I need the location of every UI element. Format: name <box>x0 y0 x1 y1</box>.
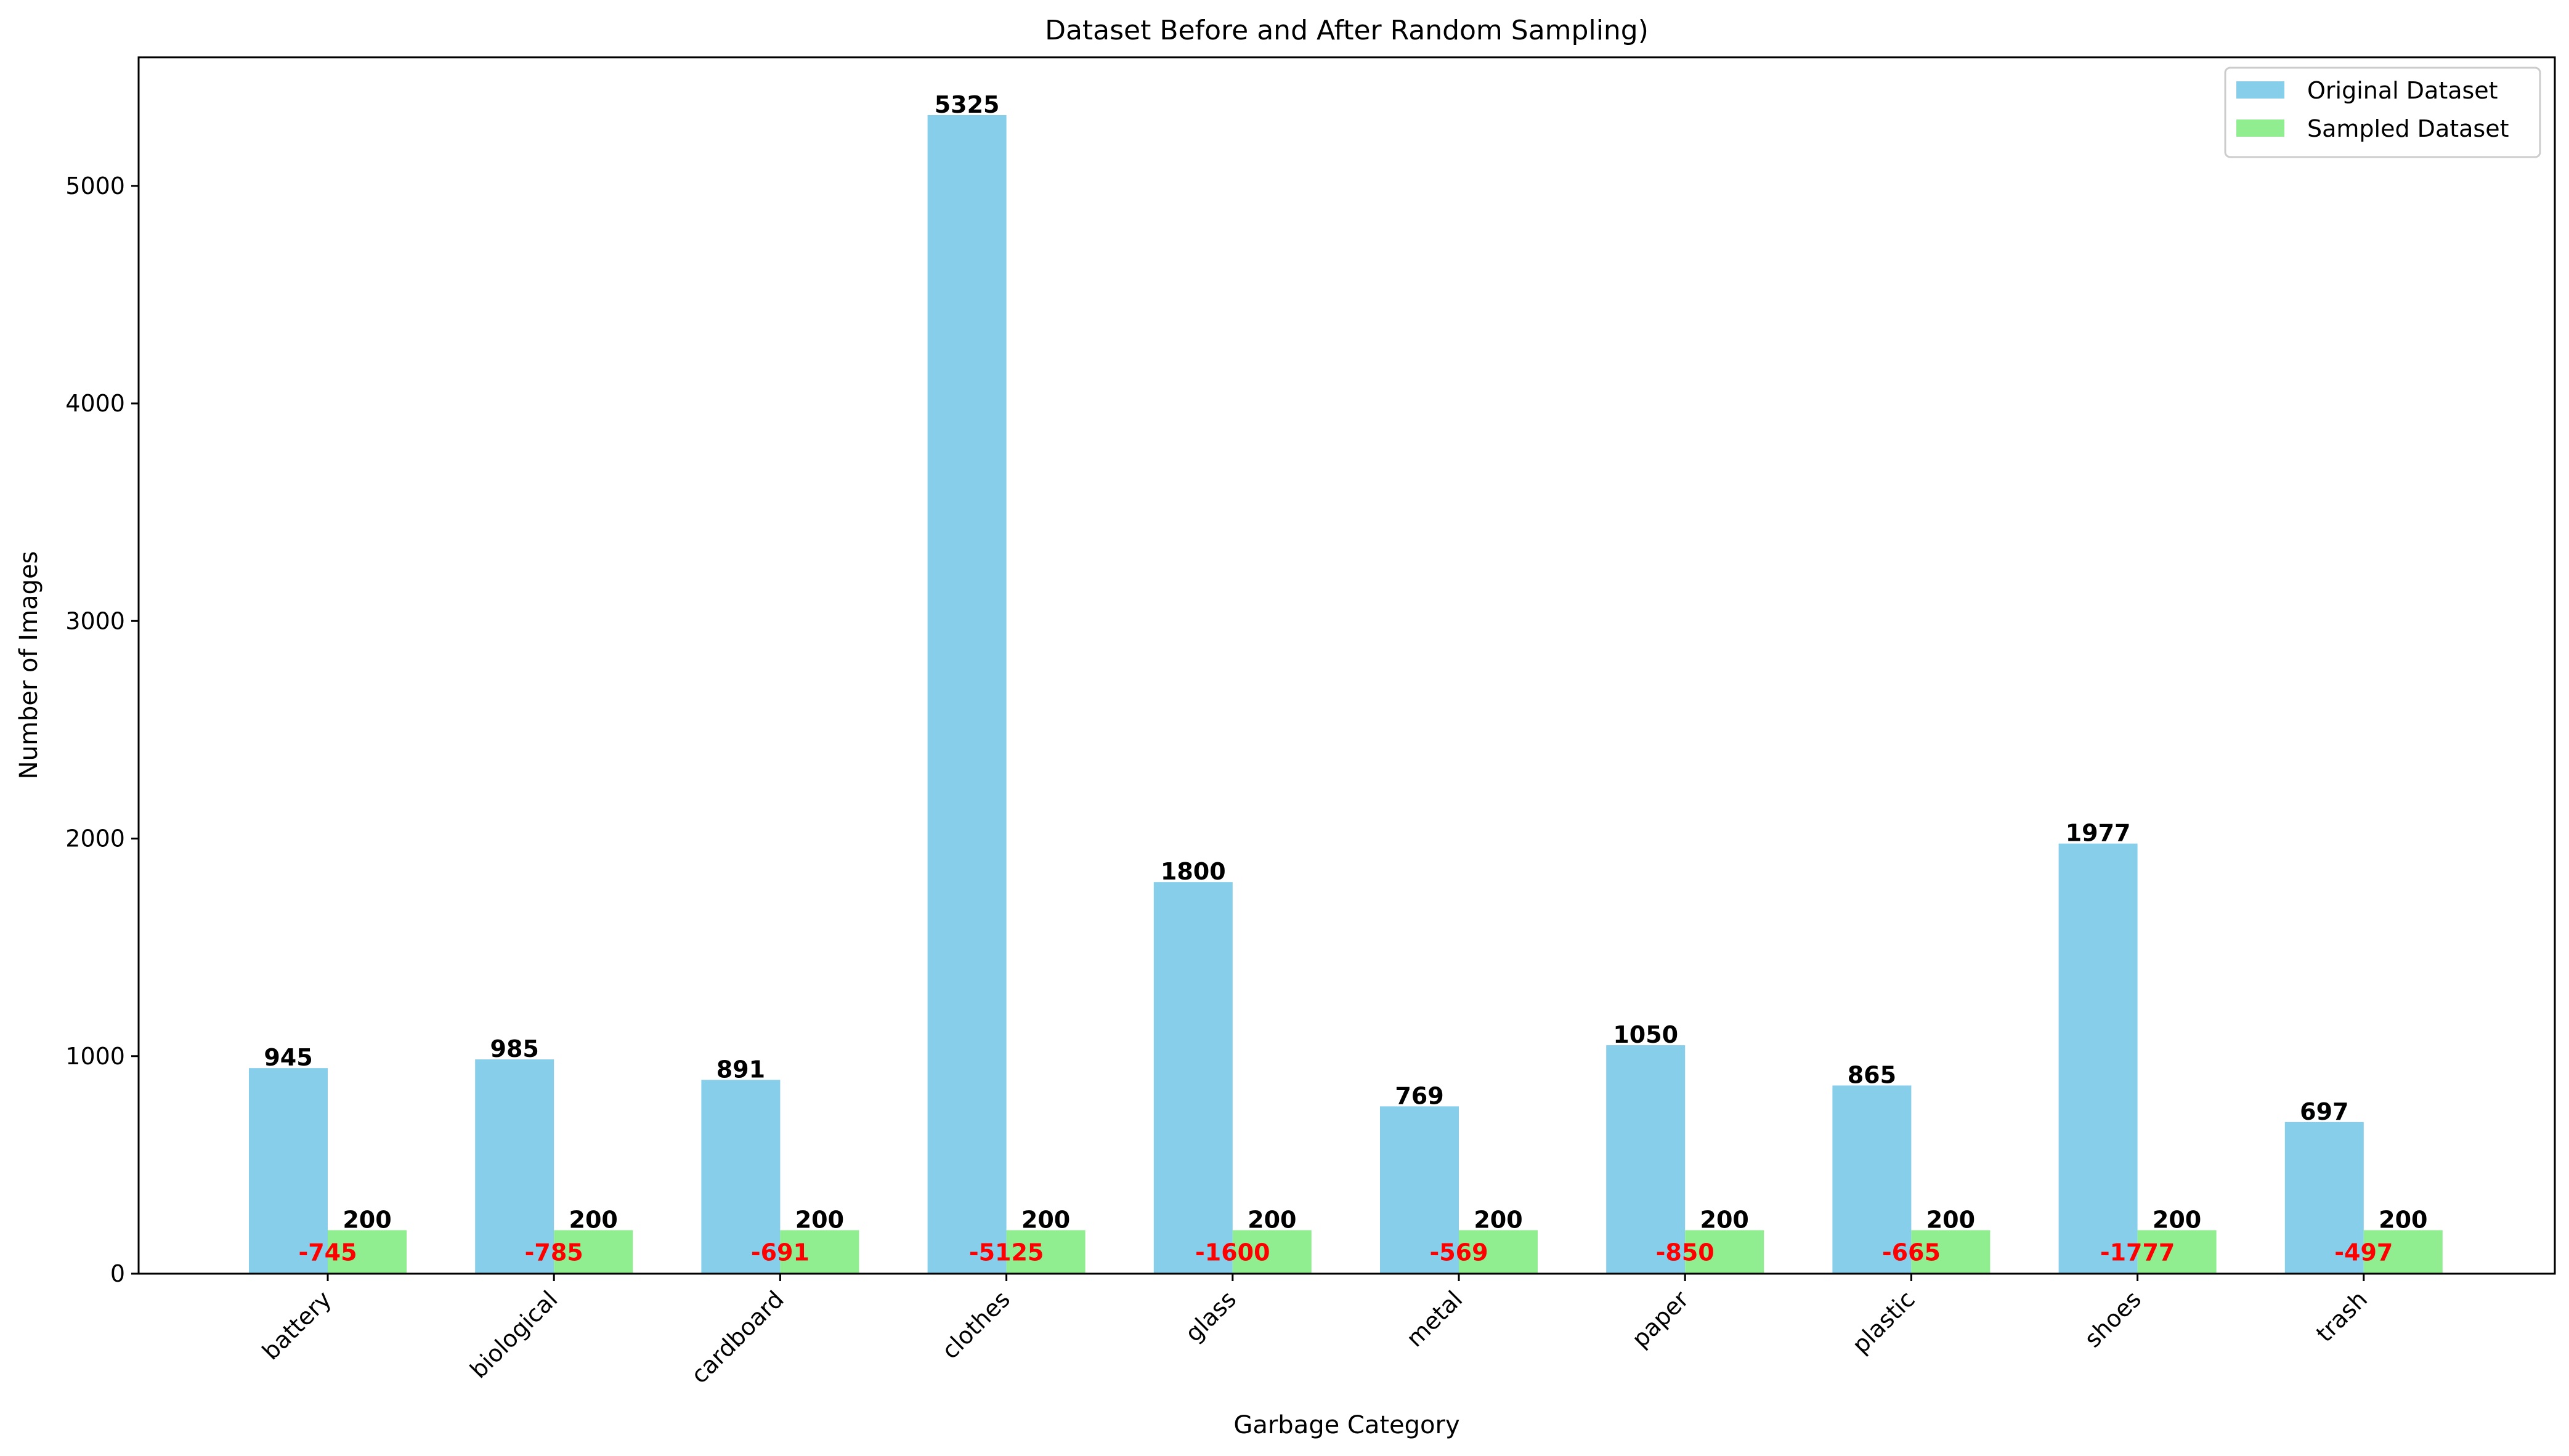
data-label-sampled-trash: 200 <box>2379 1206 2427 1233</box>
bar-sampled-paper <box>1685 1230 1764 1274</box>
data-label-original-cardboard: 891 <box>716 1056 765 1083</box>
legend-label-sampled: Sampled Dataset <box>2307 115 2509 142</box>
bar-original-paper <box>1606 1045 1686 1274</box>
bar-original-shoes <box>2058 843 2138 1274</box>
y-tick-label-0: 0 <box>110 1260 125 1287</box>
data-label-original-shoes: 1977 <box>2066 820 2131 847</box>
chart-title: Dataset Before and After Random Sampling… <box>1045 15 1649 46</box>
data-label-sampled-biological: 200 <box>569 1206 618 1233</box>
data-label-original-paper: 1050 <box>1613 1021 1678 1048</box>
bar-sampled-trash <box>2363 1230 2443 1274</box>
data-label-sampled-shoes: 200 <box>2153 1206 2201 1233</box>
data-label-sampled-metal: 200 <box>1474 1206 1522 1233</box>
data-label-original-plastic: 865 <box>1848 1061 1896 1088</box>
y-tick-label-1000: 1000 <box>65 1043 125 1070</box>
data-label-original-clothes: 5325 <box>935 91 1000 118</box>
y-axis-label: Number of Images <box>15 551 43 780</box>
difference-label-metal: -569 <box>1429 1239 1488 1266</box>
legend-label-original: Original Dataset <box>2307 77 2498 104</box>
difference-label-trash: -497 <box>2334 1239 2393 1266</box>
data-label-original-trash: 697 <box>2300 1098 2348 1125</box>
bar-original-plastic <box>1832 1085 1912 1274</box>
legend-swatch-original <box>2236 81 2284 99</box>
data-label-original-metal: 769 <box>1395 1082 1443 1109</box>
bar-sampled-biological <box>554 1230 633 1274</box>
legend-swatch-sampled <box>2236 119 2284 137</box>
x-axis-label: Garbage Category <box>1233 1411 1459 1439</box>
bar-sampled-battery <box>328 1230 407 1274</box>
data-label-original-biological: 985 <box>490 1035 539 1062</box>
y-tick-label-3000: 3000 <box>65 607 125 634</box>
difference-label-shoes: -1777 <box>2100 1239 2175 1266</box>
bar-original-biological <box>475 1059 554 1274</box>
bar-sampled-plastic <box>1911 1230 1991 1274</box>
y-tick-label-4000: 4000 <box>65 390 125 417</box>
difference-label-battery: -745 <box>298 1239 357 1266</box>
difference-label-plastic: -665 <box>1882 1239 1941 1266</box>
difference-label-clothes: -5125 <box>969 1239 1044 1266</box>
bar-sampled-shoes <box>2137 1230 2217 1274</box>
data-label-sampled-glass: 200 <box>1248 1206 1296 1233</box>
y-tick-label-5000: 5000 <box>65 172 125 200</box>
bar-sampled-clothes <box>1006 1230 1086 1274</box>
difference-label-glass: -1600 <box>1195 1239 1270 1266</box>
data-label-sampled-plastic: 200 <box>1926 1206 1975 1233</box>
data-label-sampled-paper: 200 <box>1700 1206 1749 1233</box>
bar-original-battery <box>249 1068 328 1274</box>
bar-sampled-metal <box>1459 1230 1538 1274</box>
data-label-original-glass: 1800 <box>1161 858 1226 885</box>
bar-original-trash <box>2284 1122 2364 1274</box>
bar-original-cardboard <box>701 1080 781 1274</box>
plot-frame <box>137 56 2556 1275</box>
bar-original-glass <box>1153 882 1233 1274</box>
data-label-original-battery: 945 <box>264 1044 312 1071</box>
difference-label-biological: -785 <box>525 1239 583 1266</box>
legend-frame <box>2224 67 2541 158</box>
bar-original-metal <box>1380 1106 1459 1274</box>
difference-label-paper: -850 <box>1656 1239 1715 1266</box>
bar-sampled-glass <box>1232 1230 1312 1274</box>
legend: Original Dataset Sampled Dataset <box>2224 67 2541 158</box>
data-label-sampled-battery: 200 <box>343 1206 391 1233</box>
data-label-sampled-cardboard: 200 <box>795 1206 844 1233</box>
bar-original-clothes <box>927 115 1007 1274</box>
data-label-sampled-clothes: 200 <box>1021 1206 1070 1233</box>
bar-sampled-cardboard <box>780 1230 859 1274</box>
y-tick-label-2000: 2000 <box>65 825 125 852</box>
difference-label-cardboard: -691 <box>751 1239 810 1266</box>
